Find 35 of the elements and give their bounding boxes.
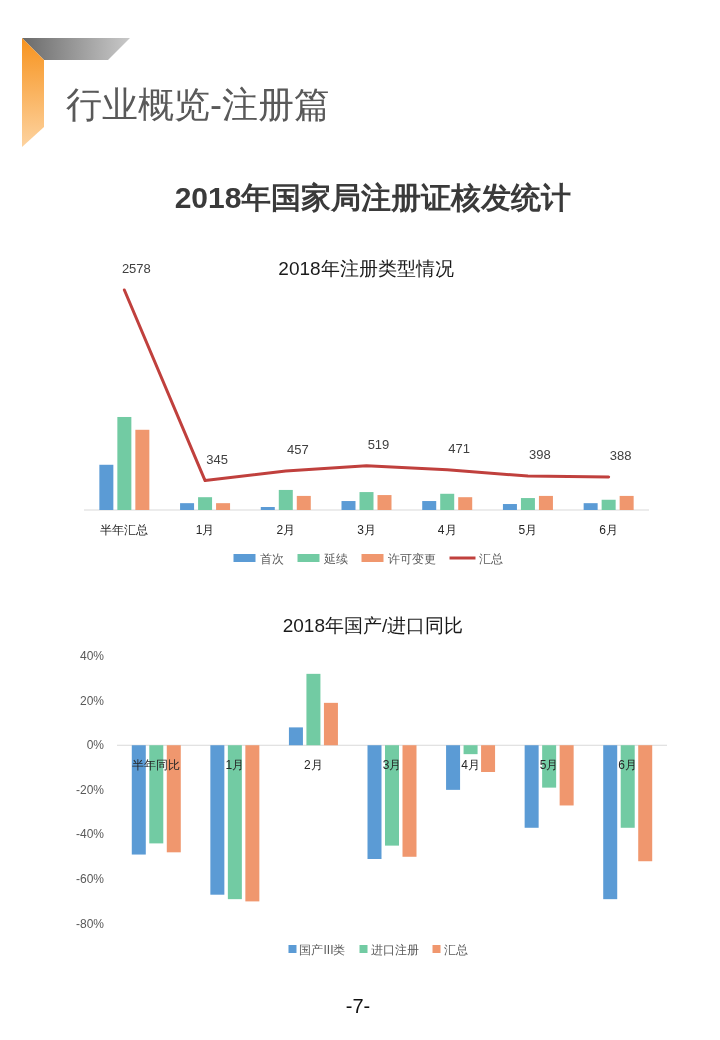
legend-label: 汇总: [478, 551, 503, 566]
data-label: 519: [367, 436, 390, 452]
y-tick: -20%: [76, 782, 104, 797]
data-label: 388: [609, 447, 632, 463]
x-tick: 3月: [357, 523, 376, 537]
x-tick: 5月: [518, 523, 538, 537]
chart-title: 2018年国产/进口同比: [282, 615, 464, 636]
y-tick: -60%: [76, 872, 104, 887]
y-tick: -80%: [76, 916, 104, 931]
y-tick: 40%: [79, 649, 104, 663]
y-tick: -40%: [76, 827, 104, 842]
legend-label: 延续: [323, 551, 348, 566]
legend-label: 首次: [259, 551, 284, 566]
x-tick: 1月: [195, 523, 215, 537]
x-tick: 2月: [276, 523, 296, 537]
legend-label: 国产III类: [299, 942, 346, 957]
x-tick: 半年汇总: [100, 523, 149, 537]
x-tick: 6月: [599, 523, 618, 537]
y-tick: 20%: [79, 693, 104, 708]
y-tick: 0%: [86, 738, 104, 753]
annotation: -7-: [345, 995, 371, 1017]
data-label: 471: [448, 440, 471, 456]
data-label: 345: [206, 451, 228, 467]
annotation: 2018年国家局注册证核发统计: [174, 181, 572, 214]
data-label: 457: [286, 442, 309, 457]
legend-label: 汇总: [443, 942, 468, 957]
legend-label: 进口注册: [370, 942, 419, 957]
x-tick: 2月: [304, 758, 323, 773]
data-label: 2578: [121, 261, 151, 276]
data-label: 398: [529, 447, 551, 463]
legend-label: 许可变更: [387, 551, 436, 566]
x-tick: 4月: [461, 758, 480, 773]
x-tick: 4月: [437, 523, 457, 537]
annotation: 行业概览-注册篇: [66, 84, 330, 125]
chart-title: 2018年注册类型情况: [278, 258, 454, 279]
